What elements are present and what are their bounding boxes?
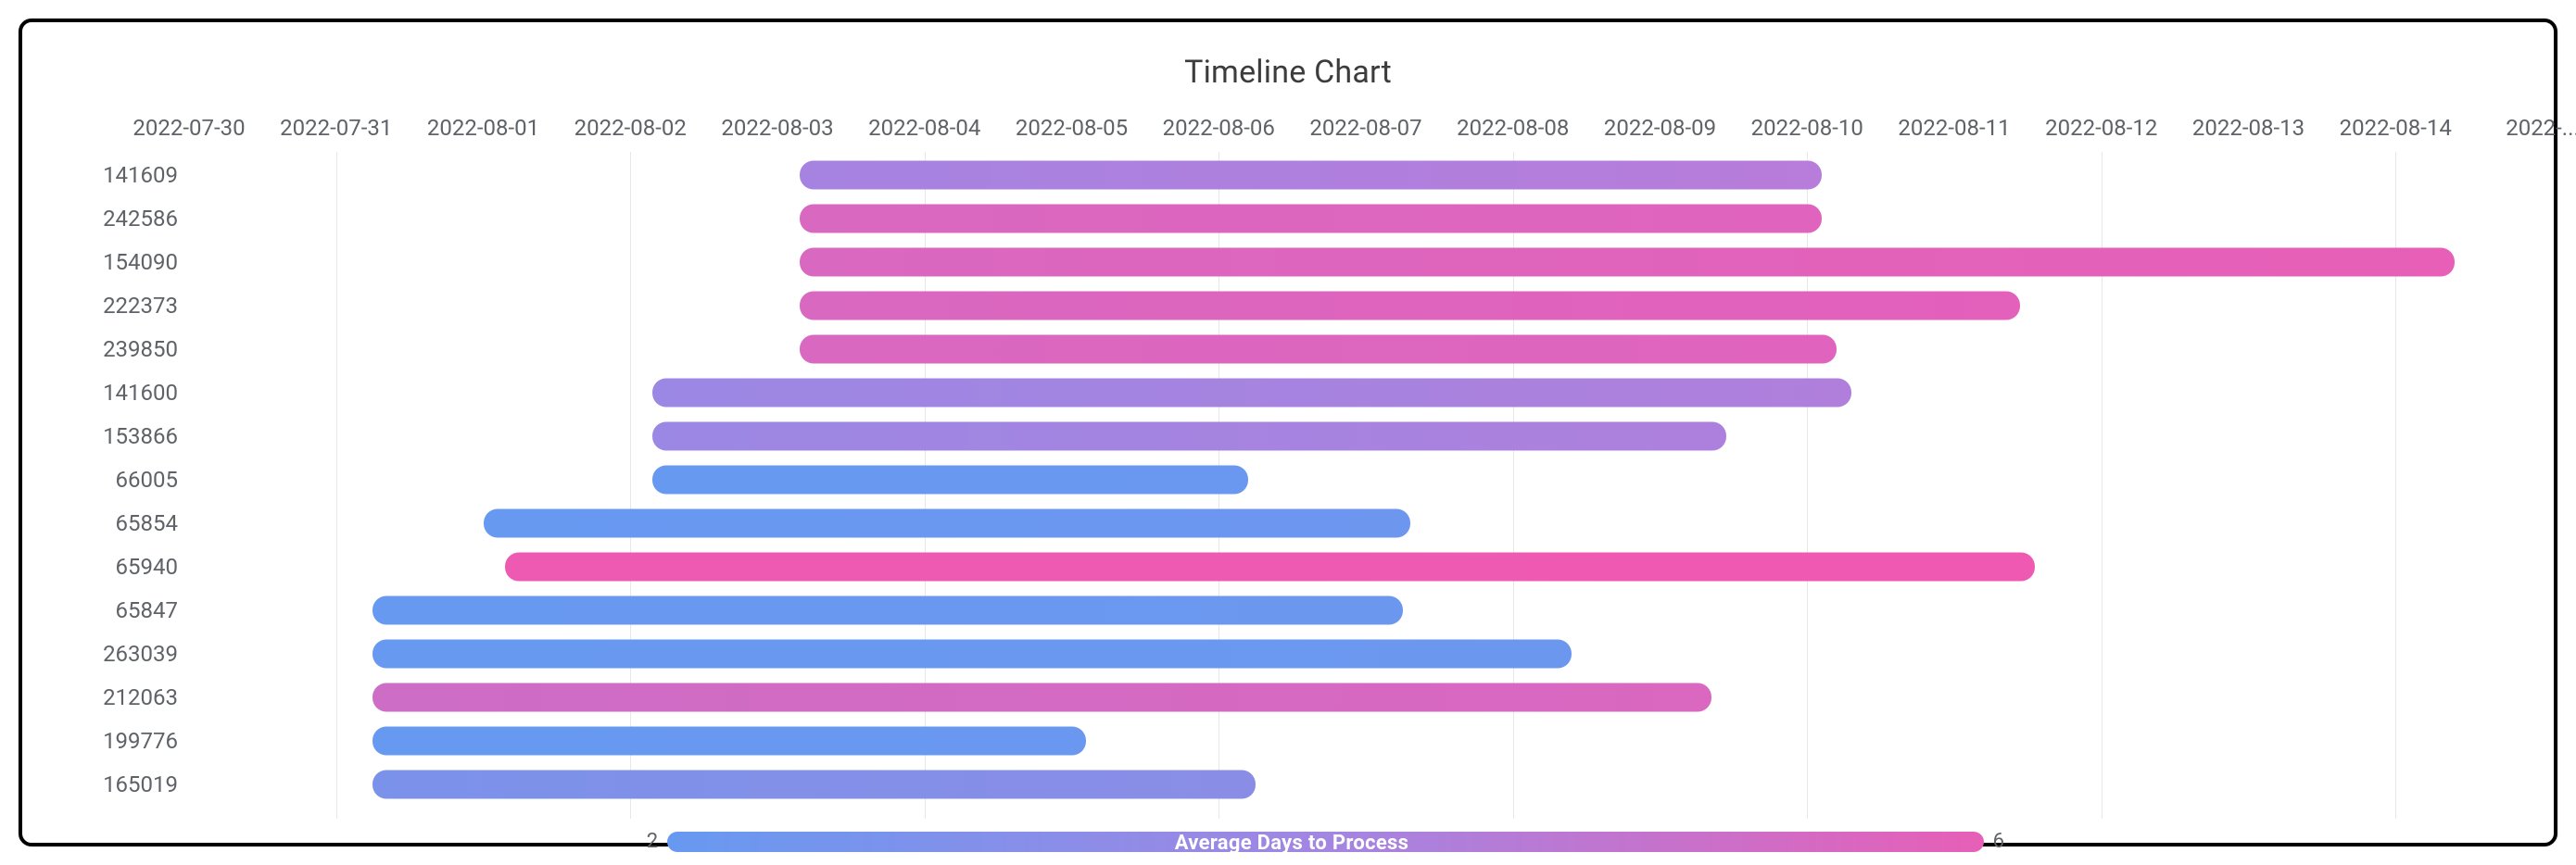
row-label: 141609 (103, 162, 178, 188)
timeline-bar[interactable] (373, 683, 1711, 712)
row-label: 199776 (103, 728, 178, 754)
row-label: 263039 (103, 641, 178, 667)
timeline-bar[interactable] (373, 596, 1402, 625)
gridline (630, 152, 631, 819)
xaxis-tick-label: 2022-08-10 (1751, 115, 1863, 141)
row-label: 141600 (103, 380, 178, 406)
legend-caption: Average Days to Process (22, 832, 2561, 855)
timeline-bar[interactable] (373, 771, 1256, 799)
legend-min-value: 2 (647, 830, 658, 853)
row-label: 212063 (103, 684, 178, 710)
row-label: 153866 (103, 423, 178, 449)
row-label: 165019 (103, 771, 178, 797)
xaxis-tick-label: 2022-07-30 (133, 115, 245, 141)
legend: Average Days to Process2 6 (22, 828, 2561, 856)
xaxis-tick-label: 2022-08-01 (427, 115, 539, 141)
xaxis-tick-label: 2022-08-07 (1309, 115, 1421, 141)
row-label: 65940 (116, 554, 178, 580)
timeline-bar[interactable] (652, 466, 1248, 495)
xaxis-tick-label: 2022-08-03 (721, 115, 833, 141)
row-label: 65854 (116, 510, 178, 536)
xaxis-tick-label: 2022-08-08 (1457, 115, 1569, 141)
row-label: 239850 (103, 336, 178, 362)
xaxis-tick-label: 2022-08-13 (2192, 115, 2305, 141)
chart-frame: Timeline Chart 2022-07-30 2022-07-31 2022-… (19, 19, 2557, 846)
timeline-bar[interactable] (373, 727, 1086, 756)
xaxis-tick-label: 2022-08-09 (1604, 115, 1716, 141)
row-label: 242586 (103, 206, 178, 232)
timeline-bar[interactable] (505, 553, 2035, 582)
xaxis-tick-label: 2022-08-06 (1163, 115, 1275, 141)
chart-title: Timeline Chart (22, 54, 2554, 91)
xaxis-tick-label: 2022-08-04 (868, 115, 980, 141)
timeline-bar[interactable] (800, 248, 2455, 277)
xaxis-tick-label: 2022-08-05 (1016, 115, 1128, 141)
timeline-bar[interactable] (484, 509, 1410, 538)
timeline-bar[interactable] (800, 335, 1837, 364)
row-label: 66005 (116, 467, 178, 493)
legend-max-value: 6 (1993, 830, 2004, 853)
timeline-bar[interactable] (652, 422, 1726, 451)
row-label: 65847 (116, 597, 178, 623)
timeline-bar[interactable] (373, 640, 1572, 669)
chart-plot-area: 2022-07-30 2022-07-31 2022-08-01 2022-08-02… (22, 106, 2561, 837)
xaxis-tick-label: 2022-08-11 (1898, 115, 2010, 141)
gridline (336, 152, 337, 819)
xaxis-tick-label: 2022-... (2506, 115, 2576, 141)
xaxis-tick-label: 2022-07-31 (280, 115, 392, 141)
xaxis-tick-label: 2022-08-02 (575, 115, 687, 141)
timeline-bar[interactable] (800, 205, 1822, 233)
xaxis-tick-label: 2022-08-14 (2340, 115, 2452, 141)
timeline-bar[interactable] (800, 161, 1822, 190)
timeline-bar[interactable] (652, 379, 1851, 407)
xaxis-tick-label: 2022-08-12 (2045, 115, 2157, 141)
row-label: 222373 (103, 293, 178, 319)
row-label: 154090 (103, 249, 178, 275)
timeline-bar[interactable] (800, 292, 2021, 320)
